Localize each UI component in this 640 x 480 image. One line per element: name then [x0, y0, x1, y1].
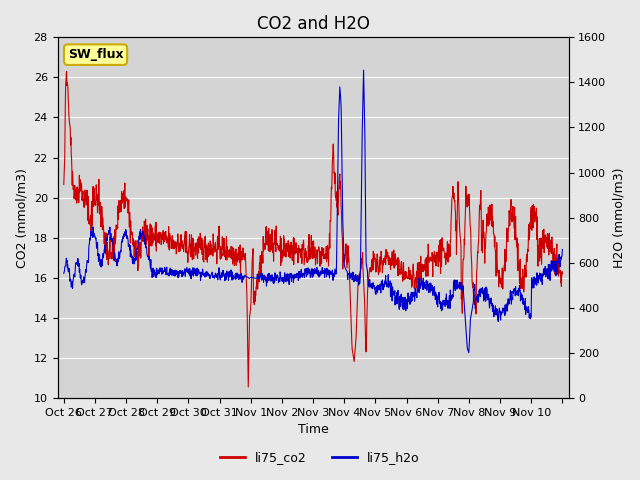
Legend: li75_co2, li75_h2o: li75_co2, li75_h2o	[215, 446, 425, 469]
Y-axis label: CO2 (mmol/m3): CO2 (mmol/m3)	[15, 168, 28, 267]
Title: CO2 and H2O: CO2 and H2O	[257, 15, 369, 33]
X-axis label: Time: Time	[298, 423, 328, 436]
Text: SW_flux: SW_flux	[68, 48, 124, 61]
Y-axis label: H2O (mmol/m3): H2O (mmol/m3)	[612, 168, 625, 268]
